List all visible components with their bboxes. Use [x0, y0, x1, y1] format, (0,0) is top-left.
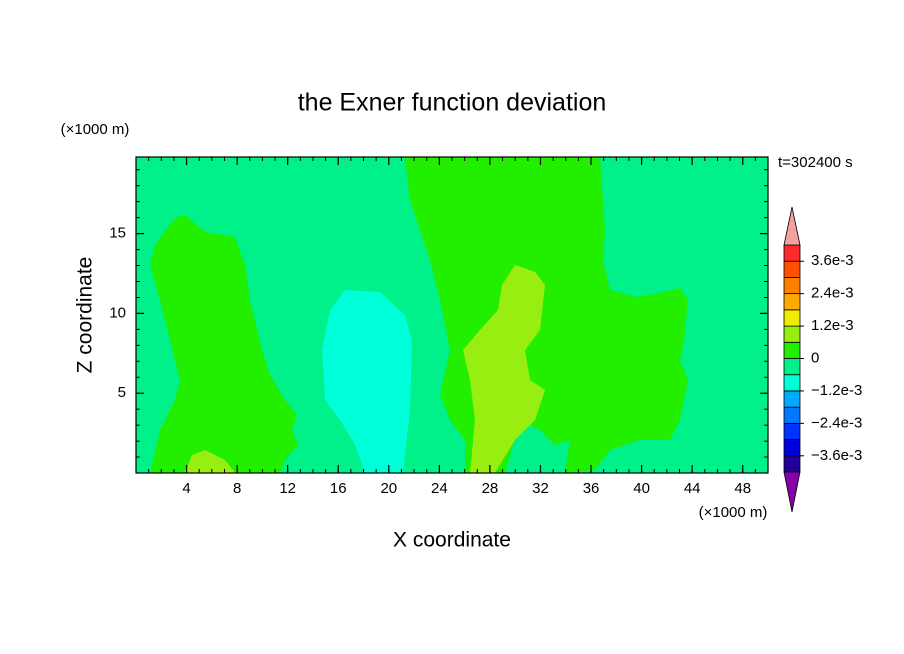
colorbar-bin — [783, 358, 801, 376]
y-tick-label: 10 — [109, 304, 126, 321]
x-tick-label: 12 — [279, 480, 296, 497]
colorbar-bin — [783, 455, 801, 473]
x-tick-label: 32 — [532, 480, 549, 497]
contour-regions — [136, 157, 768, 473]
colorbar-tick-label: −2.4e-3 — [811, 414, 862, 431]
colorbar-bin — [783, 390, 801, 408]
x-tick-label: 36 — [583, 480, 600, 497]
colorbar-tick-label: −3.6e-3 — [811, 447, 862, 464]
contour-region — [150, 215, 298, 473]
colorbar-bin — [783, 325, 801, 343]
x-tick-label: 44 — [684, 480, 701, 497]
contour-region — [463, 265, 545, 473]
x-tick-label: 48 — [734, 480, 751, 497]
colorbar-under — [783, 471, 801, 513]
x-tick-label: 28 — [482, 480, 499, 497]
colorbar-tick-label: 3.6e-3 — [811, 252, 854, 269]
chart-title: the Exner function deviation — [298, 89, 607, 117]
x-tick-label: 8 — [233, 480, 241, 497]
colorbar-bin — [783, 277, 801, 295]
x-tick-label: 4 — [182, 480, 190, 497]
contour-region — [185, 450, 235, 473]
colorbar-bin — [783, 422, 801, 440]
colorbar-bin — [783, 341, 801, 359]
colorbar-bin — [783, 309, 801, 327]
x-unit: (×1000 m) — [699, 504, 768, 521]
colorbar-over — [783, 206, 801, 246]
colorbar-tick-label: 0 — [811, 349, 819, 366]
y-tick-label: 5 — [118, 384, 126, 401]
colorbar-bin — [783, 439, 801, 457]
colorbar-tick-label: −1.2e-3 — [811, 382, 862, 399]
contour-region — [322, 290, 412, 473]
colorbar-bin — [783, 244, 801, 262]
colorbar-bin — [783, 260, 801, 278]
y-axis-label: Z coordinate — [74, 257, 97, 374]
colorbar-bin — [783, 293, 801, 311]
x-tick-label: 40 — [633, 480, 650, 497]
x-axis-label: X coordinate — [393, 529, 511, 552]
colorbar-bin — [783, 374, 801, 392]
y-tick-label: 15 — [109, 225, 126, 242]
y-unit: (×1000 m) — [61, 121, 130, 138]
x-tick-label: 20 — [380, 480, 397, 497]
time-label: t=302400 s — [778, 154, 853, 171]
colorbar-tick-label: 1.2e-3 — [811, 317, 854, 334]
x-tick-label: 24 — [431, 480, 448, 497]
x-tick-label: 16 — [330, 480, 347, 497]
colorbar-tick-label: 2.4e-3 — [811, 285, 854, 302]
colorbar-bin — [783, 406, 801, 424]
